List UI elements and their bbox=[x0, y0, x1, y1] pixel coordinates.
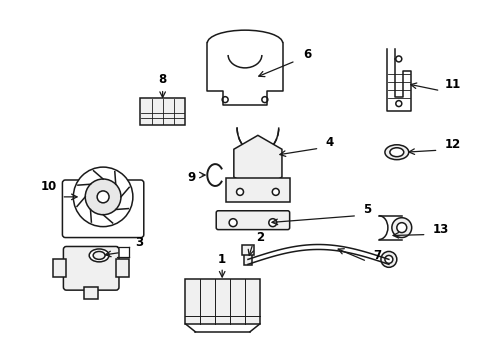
Text: 1: 1 bbox=[218, 253, 226, 266]
FancyBboxPatch shape bbox=[62, 180, 143, 238]
Ellipse shape bbox=[389, 148, 403, 157]
Ellipse shape bbox=[89, 249, 109, 262]
Circle shape bbox=[396, 223, 406, 233]
Circle shape bbox=[395, 100, 401, 107]
Ellipse shape bbox=[93, 251, 105, 260]
Text: 10: 10 bbox=[41, 180, 57, 193]
FancyBboxPatch shape bbox=[63, 247, 119, 290]
Text: 6: 6 bbox=[303, 49, 311, 62]
Bar bbox=[185, 279, 259, 324]
Circle shape bbox=[395, 56, 401, 62]
FancyBboxPatch shape bbox=[216, 211, 289, 230]
Circle shape bbox=[222, 96, 228, 103]
Circle shape bbox=[73, 167, 133, 227]
Text: 11: 11 bbox=[444, 78, 460, 91]
FancyBboxPatch shape bbox=[140, 98, 185, 125]
Text: 8: 8 bbox=[158, 73, 166, 86]
Text: 9: 9 bbox=[187, 171, 195, 184]
Circle shape bbox=[268, 219, 276, 227]
Text: 4: 4 bbox=[325, 136, 333, 149]
Bar bbox=[84, 287, 98, 299]
Text: 13: 13 bbox=[431, 223, 447, 236]
Bar bbox=[116, 260, 129, 277]
Text: 2: 2 bbox=[255, 231, 264, 244]
Circle shape bbox=[85, 179, 121, 215]
Bar bbox=[242, 246, 253, 255]
Circle shape bbox=[384, 255, 392, 264]
FancyBboxPatch shape bbox=[225, 178, 289, 202]
Bar bbox=[244, 251, 251, 265]
Ellipse shape bbox=[384, 145, 408, 159]
Polygon shape bbox=[233, 135, 282, 191]
Bar bbox=[53, 260, 66, 277]
Circle shape bbox=[380, 251, 396, 267]
Text: 5: 5 bbox=[362, 203, 370, 216]
Circle shape bbox=[236, 188, 243, 195]
Text: 7: 7 bbox=[372, 249, 380, 262]
Circle shape bbox=[229, 219, 237, 227]
Circle shape bbox=[262, 96, 267, 103]
Circle shape bbox=[391, 218, 411, 238]
Circle shape bbox=[97, 191, 109, 203]
Text: 12: 12 bbox=[444, 138, 460, 151]
Circle shape bbox=[272, 188, 279, 195]
Text: 3: 3 bbox=[135, 236, 142, 249]
